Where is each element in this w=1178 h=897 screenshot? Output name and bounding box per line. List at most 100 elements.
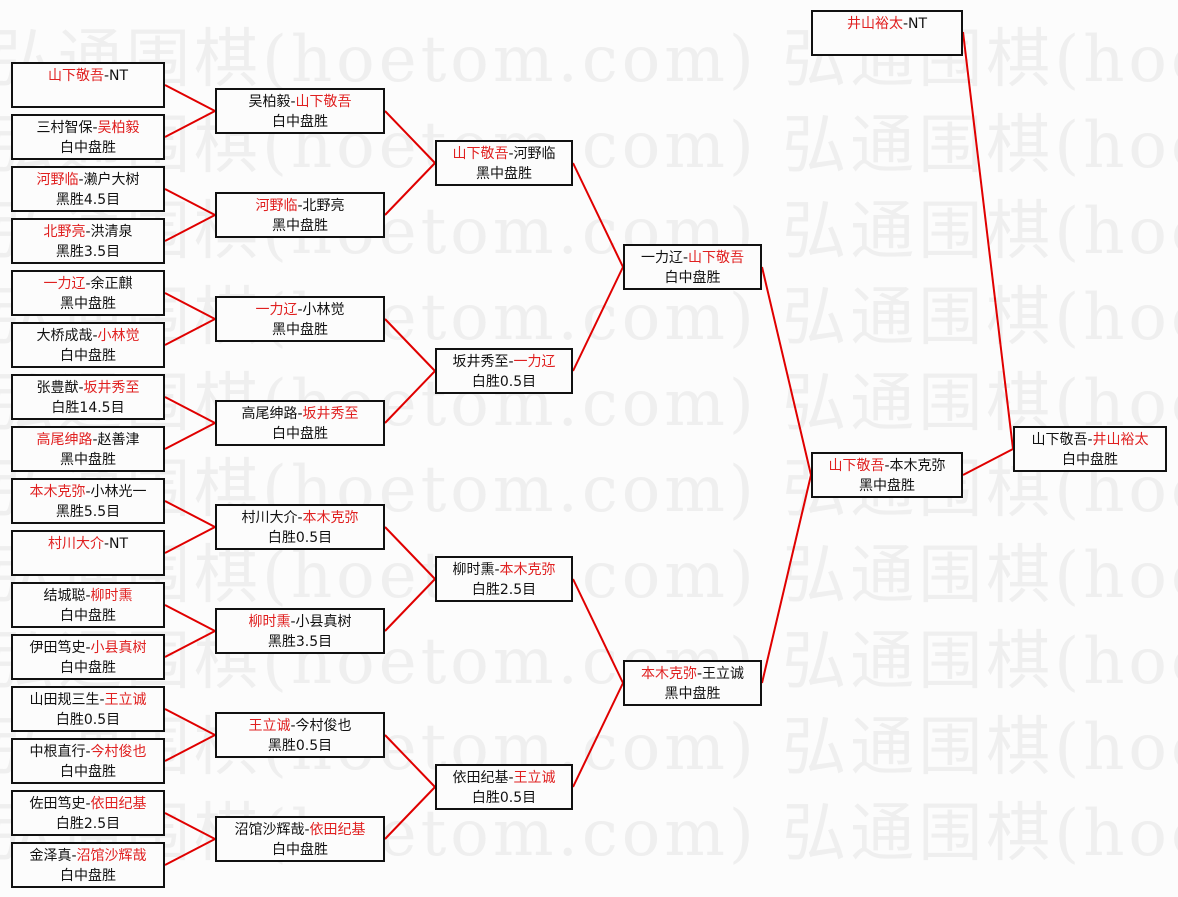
separator: - [884, 458, 890, 474]
match-result: 白中盘胜 [272, 114, 328, 130]
player-1: 大桥成哉 [36, 328, 93, 344]
player-1: 高尾绅路 [36, 432, 93, 448]
match-players: 河野临-濑户大树 [13, 170, 163, 190]
bracket-connector [164, 708, 216, 736]
match-box-round-1: 张豊猷-坂井秀至 白胜14.5目 [11, 374, 165, 420]
match-result: 白胜0.5目 [267, 530, 333, 546]
player-2: 坂井秀至 [302, 406, 359, 422]
match-players: 佐田笃史-依田纪基 [13, 794, 163, 814]
bracket-connector [572, 682, 624, 788]
bracket-connector [164, 292, 216, 320]
bracket-connector [164, 396, 216, 424]
match-box-round-5: 山下敬吾-本木克弥 黑中盘胜 [811, 452, 963, 498]
player-2: 小林光一 [90, 484, 147, 500]
match-box-seed: 井山裕太-NT [811, 10, 963, 56]
match-result: 白中盘胜 [60, 348, 116, 364]
bracket-connector [384, 786, 436, 840]
match-box-round-3: 山下敬吾-河野临 黑中盘胜 [435, 140, 573, 186]
match-players: 井山裕太-NT [813, 14, 961, 34]
bracket-connector [164, 214, 216, 242]
player-2: 井山裕太 [1092, 432, 1149, 448]
player-2: 柳时熏 [90, 588, 133, 604]
match-result: 白胜0.5目 [471, 374, 537, 390]
player-2: 洪清泉 [90, 224, 133, 240]
player-2: 赵善津 [97, 432, 140, 448]
player-2: NT [908, 16, 928, 32]
match-box-round-1: 山田规三生-王立诚 白胜0.5目 [11, 686, 165, 732]
separator: - [696, 666, 703, 682]
player-2: 今村俊也 [90, 744, 147, 760]
player-2: 一力辽 [513, 354, 556, 370]
match-box-round-4: 本木克弥-王立诚黑中盘胜 [623, 660, 762, 706]
separator: - [494, 562, 500, 578]
match-result: 白中盘胜 [60, 868, 116, 884]
match-box-round-3: 坂井秀至-一力辽 白胜0.5目 [435, 348, 573, 394]
bracket-connector [164, 734, 216, 762]
separator: - [290, 718, 296, 734]
match-players: 本木克弥-王立诚 [625, 664, 760, 684]
match-players: 村川大介-NT [13, 534, 163, 554]
bracket-connector [761, 474, 812, 684]
match-players: 高尾绅路-坂井秀至 [217, 404, 383, 424]
match-result: 白胜2.5目 [471, 582, 537, 598]
match-box-round-1: 高尾绅路-赵善津 黑中盘胜 [11, 426, 165, 472]
bracket-connector [164, 188, 216, 216]
player-2: NT [109, 68, 129, 84]
bracket-connector [384, 734, 436, 788]
separator: - [103, 536, 110, 552]
player-2: 王立诚 [513, 770, 556, 786]
match-players: 一力辽-小林觉 [217, 300, 383, 320]
player-1: 村川大介 [47, 536, 104, 552]
player-1: 柳时熏 [452, 562, 495, 578]
separator: - [508, 770, 514, 786]
player-1: 吴柏毅 [248, 94, 291, 110]
match-result: 黑胜4.5目 [55, 192, 121, 208]
match-box-round-2: 吴柏毅-山下敬吾 白中盘胜 [215, 88, 385, 134]
bracket-connector [572, 266, 624, 372]
bracket-connector [164, 110, 216, 138]
player-1: 本木克弥 [29, 484, 86, 500]
player-2: 本木克弥 [889, 458, 946, 474]
player-2: 余正麒 [90, 276, 133, 292]
separator: - [92, 432, 98, 448]
separator: - [290, 614, 296, 630]
match-result: 黑中盘胜 [272, 218, 328, 234]
player-2: 今村俊也 [295, 718, 352, 734]
player-2: 山下敬吾 [295, 94, 352, 110]
player-2: 依田纪基 [309, 822, 366, 838]
player-2: 王立诚 [702, 666, 745, 682]
player-2: 小县真树 [90, 640, 147, 656]
separator: - [508, 354, 514, 370]
match-box-round-2: 沼馆沙辉哉-依田纪基 白中盘胜 [215, 816, 385, 862]
player-2: 沼馆沙辉哉 [76, 848, 147, 864]
bracket-connector [164, 500, 216, 528]
match-result: 白胜2.5目 [55, 816, 121, 832]
player-2: 小林觉 [97, 328, 140, 344]
player-2: 小林觉 [302, 302, 345, 318]
match-box-final: 山下敬吾-井山裕太 白中盘胜 [1013, 426, 1167, 472]
separator: - [304, 822, 310, 838]
match-box-round-1: 本木克弥-小林光一 黑胜5.5目 [11, 478, 165, 524]
player-2: 依田纪基 [90, 796, 147, 812]
match-box-round-3: 依田纪基-王立诚 白胜0.5目 [435, 764, 573, 810]
match-result: 黑中盘胜 [476, 166, 532, 182]
separator: - [92, 120, 98, 136]
match-players: 北野亮-洪清泉 [13, 222, 163, 242]
match-players: 山田规三生-王立诚 [13, 690, 163, 710]
separator: - [297, 198, 303, 214]
match-box-round-1: 结城聪-柳时熏 白中盘胜 [11, 582, 165, 628]
match-result: 白胜14.5目 [51, 400, 125, 416]
match-result: 白中盘胜 [60, 660, 116, 676]
match-result: 黑中盘胜 [664, 686, 721, 702]
match-players: 一力辽-余正麒 [13, 274, 163, 294]
player-1: 伊田笃史 [29, 640, 86, 656]
player-1: 三村智保 [36, 120, 93, 136]
separator: - [85, 224, 91, 240]
bracket-connector [164, 422, 216, 450]
player-1: 高尾绅路 [241, 406, 298, 422]
match-result: 黑胜3.5目 [55, 244, 121, 260]
separator: - [99, 692, 105, 708]
match-players: 依田纪基-王立诚 [437, 768, 571, 788]
match-box-round-1: 河野临-濑户大树黑胜4.5目 [11, 166, 165, 212]
